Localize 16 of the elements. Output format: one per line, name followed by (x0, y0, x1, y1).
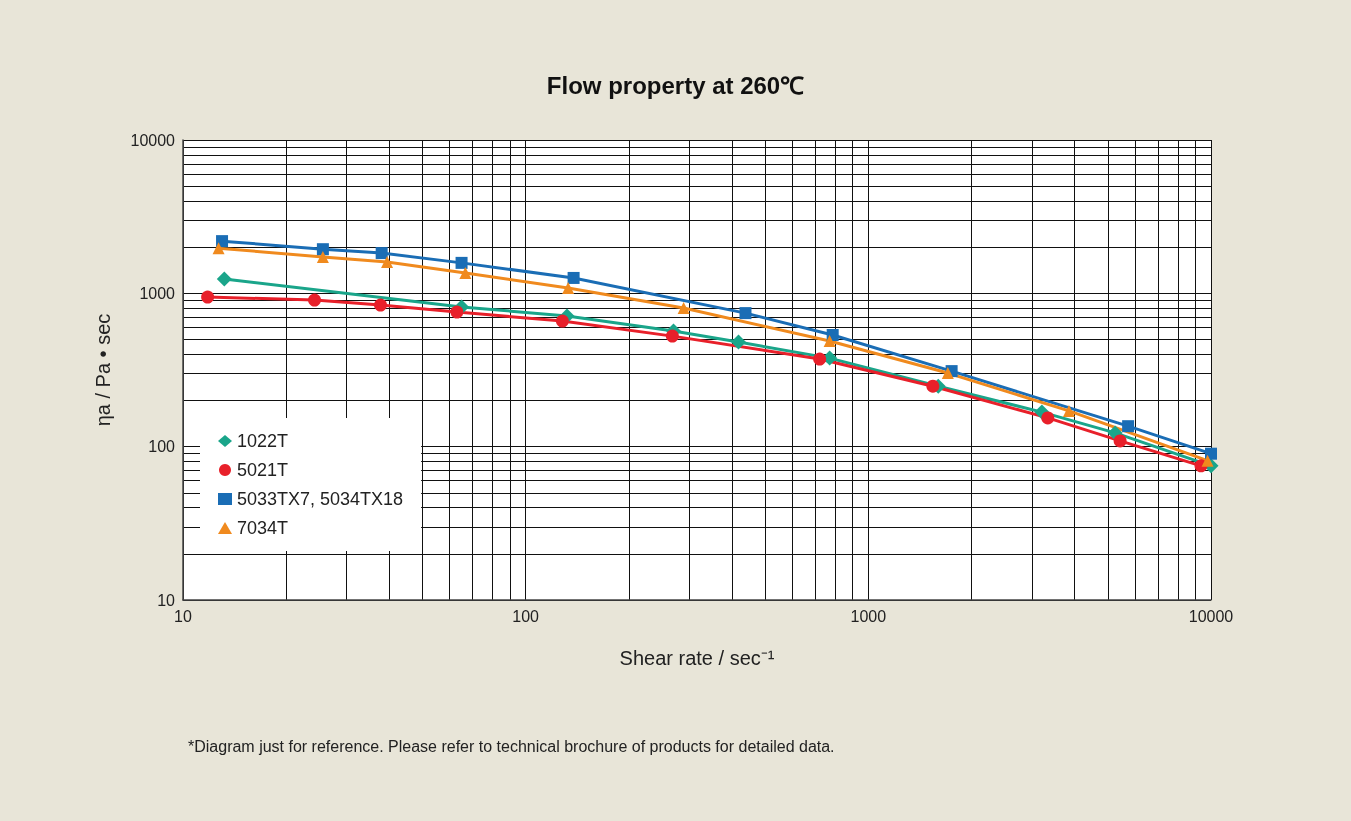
x-tick-label: 100 (512, 607, 540, 625)
y-tick-label: 10 (157, 591, 176, 609)
x-tick-label: 1000 (850, 607, 887, 625)
y-tick-label: 10000 (130, 131, 176, 149)
y-tick-label: 1000 (139, 284, 176, 302)
legend-label: 7034T (237, 518, 289, 538)
y-tick-label: 100 (148, 438, 176, 456)
chart-title: Flow property at 260℃ (546, 71, 805, 99)
x-axis-title: Shear rate / sec⁻¹ (619, 647, 775, 669)
legend-label: 5033TX7, 5034TX18 (237, 489, 404, 509)
legend-label: 1022T (237, 431, 289, 451)
y-axis-title: ηa / Pa • sec (92, 313, 114, 427)
x-tick-label: 10 (174, 607, 192, 625)
text: *Diagram just for reference. Please refer to technical brochure of products for detailed data. (188, 737, 835, 755)
legend-label: 5021T (237, 460, 289, 480)
x-tick-label: 10000 (1188, 607, 1234, 625)
